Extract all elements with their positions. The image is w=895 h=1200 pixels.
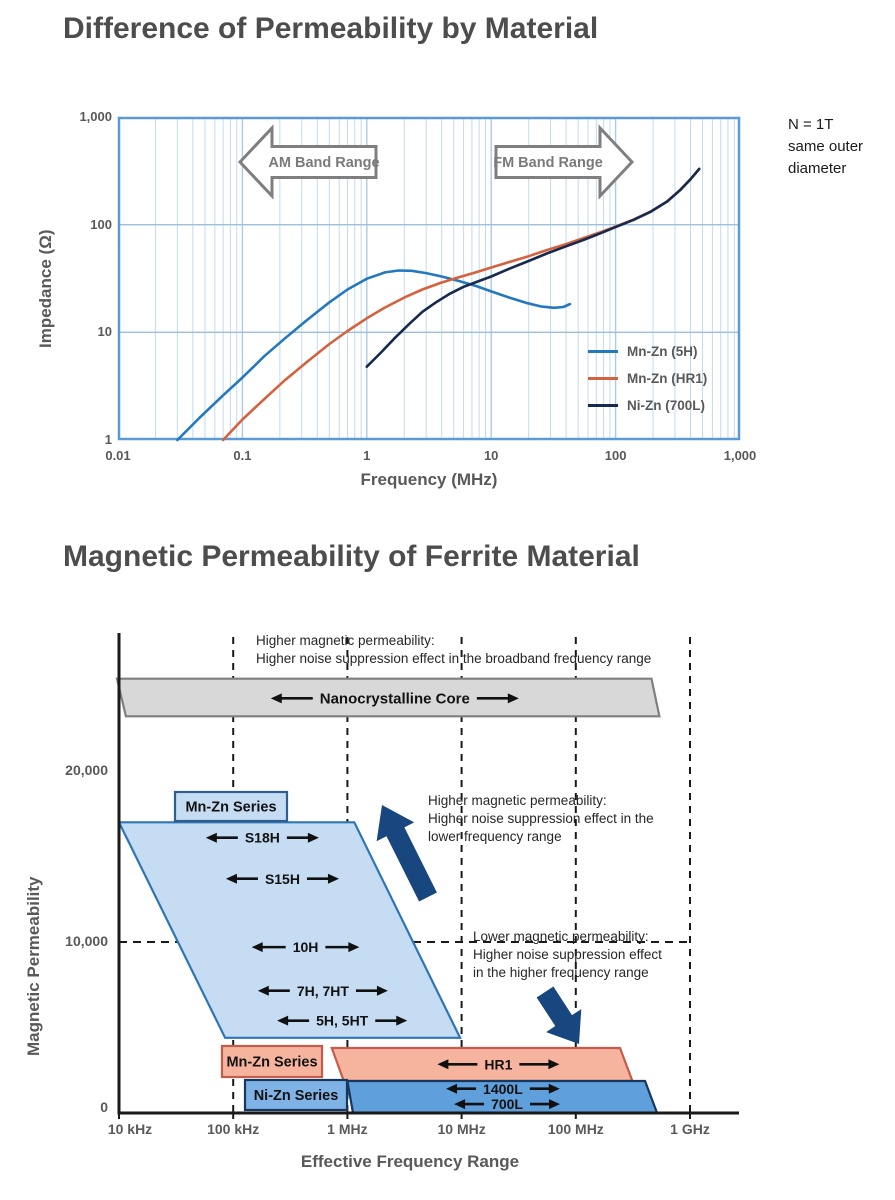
right-arrowhead-icon bbox=[348, 942, 360, 953]
x-tick-label: 100 MHz bbox=[547, 1121, 604, 1137]
left-arrowhead-icon bbox=[270, 693, 282, 704]
y-tick-label: 1 bbox=[104, 432, 112, 447]
impedance-frequency-chart: AM Band Range FM Band Range bbox=[117, 116, 741, 442]
legend-line-swatch bbox=[588, 404, 618, 407]
legend-label: Ni-Zn (700L) bbox=[627, 398, 706, 413]
y-tick-label: 100 bbox=[90, 216, 112, 232]
x-tick-label: 10 MHz bbox=[437, 1121, 486, 1137]
chart1-x-axis-title: Frequency (MHz) bbox=[360, 470, 498, 489]
legend-label: Mn-Zn (HR1) bbox=[627, 371, 708, 386]
left-arrowhead-icon bbox=[437, 1059, 449, 1070]
right-arrowhead-icon bbox=[376, 985, 388, 996]
legend-item: Ni-Zn (700L) bbox=[588, 398, 707, 413]
band-label: S15H bbox=[265, 871, 300, 887]
legend-item: Mn-Zn (HR1) bbox=[588, 371, 707, 386]
nizn-series-box bbox=[243, 1078, 349, 1112]
nizn-series-label: Ni-Zn Series bbox=[254, 1088, 339, 1104]
band-label: 1400L bbox=[483, 1081, 523, 1097]
mnzn-high-permeability-band bbox=[117, 821, 462, 1039]
band-label: HR1 bbox=[484, 1056, 512, 1072]
left-arrowhead-icon bbox=[454, 1099, 466, 1110]
right-arrowhead-icon bbox=[307, 832, 319, 843]
right-arrowhead-icon bbox=[327, 873, 339, 884]
permeability-frequency-diagram: Nanocrystalline Core S18H S15H 10H 7H, 7HT 5H… bbox=[115, 633, 739, 1119]
y-tick-label: 1,000 bbox=[79, 109, 112, 124]
chart1-legend: Mn-Zn (5H) Mn-Zn (HR1) Ni-Zn (700L) bbox=[588, 344, 707, 413]
left-arrowhead-icon bbox=[277, 1015, 289, 1026]
x-tick-label: 100 bbox=[604, 448, 627, 463]
lower-permeability-down-arrow-icon bbox=[536, 986, 582, 1044]
y-tick-label: 10 bbox=[97, 324, 112, 340]
chart1-title: Difference of Permeability by Material bbox=[63, 12, 599, 45]
plot-border bbox=[117, 116, 741, 441]
left-arrowhead-icon bbox=[257, 985, 269, 996]
mnzn-series-bottom-label: Mn-Zn Series bbox=[226, 1055, 317, 1071]
winding-side-note: N = 1T same outer diameter bbox=[788, 116, 864, 177]
x-tick-label: 1 MHz bbox=[327, 1121, 368, 1137]
series-mn-zn-5h- bbox=[176, 269, 572, 442]
x-tick-label: 1 GHz bbox=[670, 1121, 710, 1137]
band-label: Nanocrystalline Core bbox=[320, 691, 470, 708]
legend-item: Mn-Zn (5H) bbox=[588, 344, 707, 359]
legend-line-swatch bbox=[588, 377, 618, 380]
right-arrowhead-icon bbox=[396, 1015, 408, 1026]
higher-permeability-up-arrow-icon bbox=[376, 805, 437, 902]
fm-band-arrow bbox=[494, 124, 635, 200]
chart2-x-axis-title: Effective Frequency Range bbox=[300, 1152, 520, 1171]
fm-band-arrow-label: FM Band Range bbox=[493, 155, 603, 171]
x-tick-label: 0.1 bbox=[233, 448, 252, 463]
chart2-title: Magnetic Permeability of Ferrite Materia… bbox=[63, 540, 640, 573]
lower-frequency-note: Higher magnetic permeability: Higher noi… bbox=[428, 793, 654, 844]
x-tick-label: 1,000 bbox=[723, 448, 757, 463]
left-arrowhead-icon bbox=[225, 873, 237, 884]
series-ni-zn-700l- bbox=[365, 167, 701, 368]
x-tick-label: 1 bbox=[363, 448, 371, 463]
legend-line-swatch bbox=[588, 350, 618, 353]
y-tick-label: 0 bbox=[100, 1099, 108, 1115]
mnzn-series-bottom-box bbox=[220, 1044, 324, 1079]
broadband-note: Higher magnetic permeability: Higher noi… bbox=[256, 633, 652, 666]
am-band-arrow-label: AM Band Range bbox=[268, 155, 379, 171]
x-tick-label: 0.01 bbox=[105, 448, 131, 463]
band-label: 7H, 7HT bbox=[297, 983, 350, 999]
mnzn-series-top-label: Mn-Zn Series bbox=[185, 800, 276, 816]
x-tick-label: 10 bbox=[483, 448, 499, 463]
left-arrowhead-icon bbox=[446, 1083, 458, 1094]
y-tick-label: 20,000 bbox=[65, 762, 108, 778]
band-label: 700L bbox=[491, 1096, 523, 1112]
nanocrystalline-band bbox=[115, 677, 661, 718]
mnzn-hr1-band bbox=[330, 1046, 634, 1083]
left-arrowhead-icon bbox=[251, 942, 263, 953]
y-tick-label: 10,000 bbox=[65, 933, 108, 949]
legend-label: Mn-Zn (5H) bbox=[627, 344, 698, 359]
am-band-arrow bbox=[237, 124, 378, 200]
chart1-y-axis-title: Impedance (Ω) bbox=[36, 229, 55, 349]
band-label: S18H bbox=[245, 830, 280, 846]
chart2-y-axis-title: Magnetic Permeability bbox=[24, 876, 43, 1056]
higher-frequency-note: Lower magnetic permeability: Higher nois… bbox=[473, 929, 662, 980]
right-arrowhead-icon bbox=[548, 1083, 560, 1094]
mnzn-series-top-box bbox=[173, 790, 289, 823]
x-tick-label: 10 kHz bbox=[107, 1121, 153, 1137]
right-arrowhead-icon bbox=[507, 693, 519, 704]
band-label: 10H bbox=[293, 939, 319, 955]
right-arrowhead-icon bbox=[548, 1059, 560, 1070]
x-tick-label: 100 kHz bbox=[207, 1121, 260, 1137]
right-arrowhead-icon bbox=[549, 1099, 561, 1110]
band-label: 5H, 5HT bbox=[316, 1013, 369, 1029]
left-arrowhead-icon bbox=[205, 832, 217, 843]
